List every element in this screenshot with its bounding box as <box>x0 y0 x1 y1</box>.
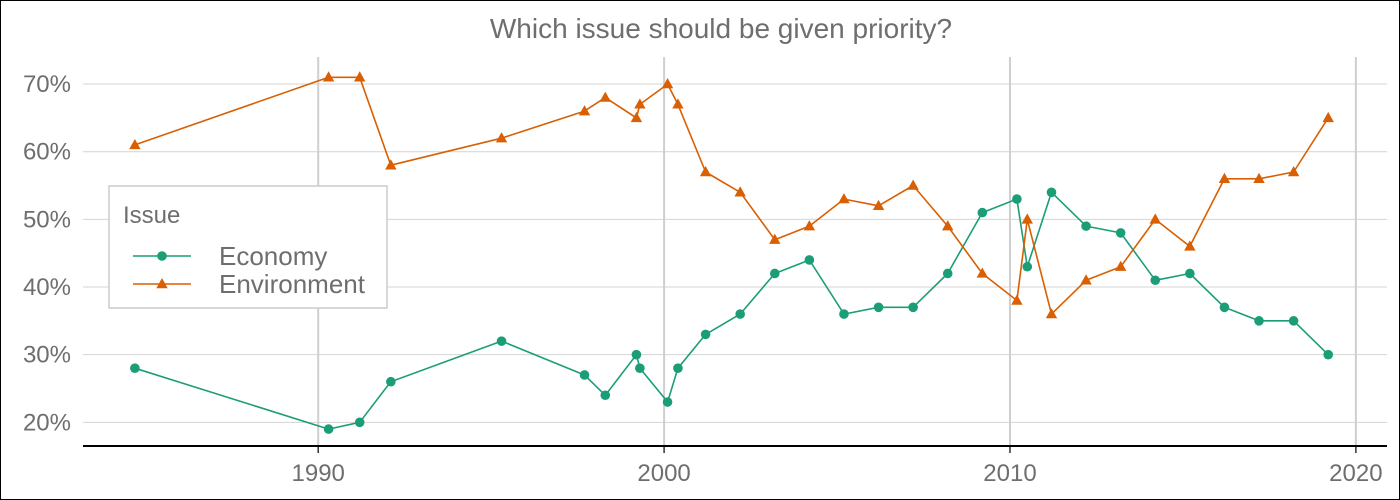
data-point-environment <box>385 159 397 170</box>
data-point-economy <box>579 370 590 380</box>
data-point-economy <box>1012 194 1022 204</box>
data-point-environment <box>872 199 885 211</box>
x-tick-label: 2000 <box>637 460 690 487</box>
data-point-economy <box>1081 221 1091 231</box>
data-point-environment <box>1322 111 1334 123</box>
x-tick-label: 2020 <box>1329 460 1382 487</box>
data-point-environment <box>907 179 919 190</box>
data-point-environment <box>1149 213 1161 224</box>
y-tick-label: 20% <box>23 409 71 436</box>
legend-label: Economy <box>219 241 327 271</box>
legend-title: Issue <box>123 202 180 229</box>
legend-entry-environment: Environment <box>133 269 366 299</box>
legend-key-marker <box>157 251 167 261</box>
data-point-economy <box>323 424 334 434</box>
legend-entry-economy: Economy <box>133 241 327 271</box>
data-point-economy <box>769 268 780 279</box>
data-point-economy <box>1046 187 1057 198</box>
data-point-economy <box>673 363 683 374</box>
data-point-economy <box>1022 261 1033 272</box>
data-point-environment <box>599 91 611 102</box>
data-point-economy <box>130 363 140 374</box>
data-point-environment <box>838 193 850 204</box>
data-point-economy <box>600 390 611 401</box>
data-point-economy <box>662 397 673 407</box>
data-point-economy <box>942 268 953 279</box>
y-tick-label: 30% <box>23 342 71 369</box>
data-point-economy <box>1288 316 1299 326</box>
series-economy <box>130 187 1333 434</box>
axes: 20% 30% 40% 50% 60% 70% 1990 2000 2010 2020 <box>23 71 1387 487</box>
data-point-environment <box>1011 294 1023 305</box>
data-point-environment <box>942 220 954 231</box>
data-point-environment <box>322 71 335 82</box>
data-point-environment <box>976 267 989 278</box>
data-point-environment <box>734 186 746 197</box>
data-point-environment <box>1184 240 1196 251</box>
data-point-economy <box>700 329 711 340</box>
data-point-economy <box>839 309 849 319</box>
data-point-environment <box>1218 172 1231 183</box>
data-point-environment <box>495 132 508 143</box>
data-point-environment <box>578 105 591 116</box>
data-point-economy <box>1150 275 1161 286</box>
data-point-environment <box>630 111 643 123</box>
data-point-economy <box>354 417 365 428</box>
legend-key-marker <box>156 278 168 289</box>
x-tick-label: 2010 <box>983 460 1036 487</box>
data-point-environment <box>1114 260 1127 271</box>
data-point-environment <box>1021 213 1033 224</box>
data-point-environment <box>354 71 366 82</box>
data-point-environment <box>129 138 141 150</box>
data-point-environment <box>769 233 781 244</box>
data-point-environment <box>634 98 646 109</box>
y-tick-label: 70% <box>23 71 71 98</box>
data-point-economy <box>735 309 745 319</box>
data-point-environment <box>1045 308 1058 319</box>
series-environment <box>129 71 1334 319</box>
data-point-economy <box>1185 268 1195 279</box>
data-point-economy <box>873 302 884 313</box>
data-point-environment <box>803 220 816 231</box>
data-point-economy <box>977 207 988 218</box>
data-point-economy <box>804 255 815 265</box>
y-tick-label: 60% <box>23 139 71 166</box>
data-point-environment <box>661 78 674 89</box>
legend-label: Environment <box>219 269 366 299</box>
data-point-economy <box>496 336 507 346</box>
data-point-economy <box>1323 349 1333 360</box>
data-point-economy <box>386 376 396 387</box>
chart-title: Which issue should be given priority? <box>490 13 952 44</box>
data-point-environment <box>1080 274 1092 285</box>
data-point-economy <box>631 349 642 360</box>
data-point-environment <box>672 98 684 109</box>
y-tick-label: 50% <box>23 206 71 233</box>
legend-box <box>108 185 388 309</box>
data-point-environment <box>1253 172 1265 183</box>
data-point-environment <box>699 166 712 177</box>
data-point-economy <box>1115 228 1126 238</box>
data-point-economy <box>635 363 645 374</box>
data-point-economy <box>1254 316 1264 326</box>
data-point-economy <box>1219 302 1230 313</box>
data-point-environment <box>1287 166 1300 177</box>
data-point-economy <box>908 302 918 313</box>
series <box>129 71 1334 434</box>
x-tick-label: 1990 <box>292 460 345 487</box>
y-tick-label: 40% <box>23 274 71 301</box>
